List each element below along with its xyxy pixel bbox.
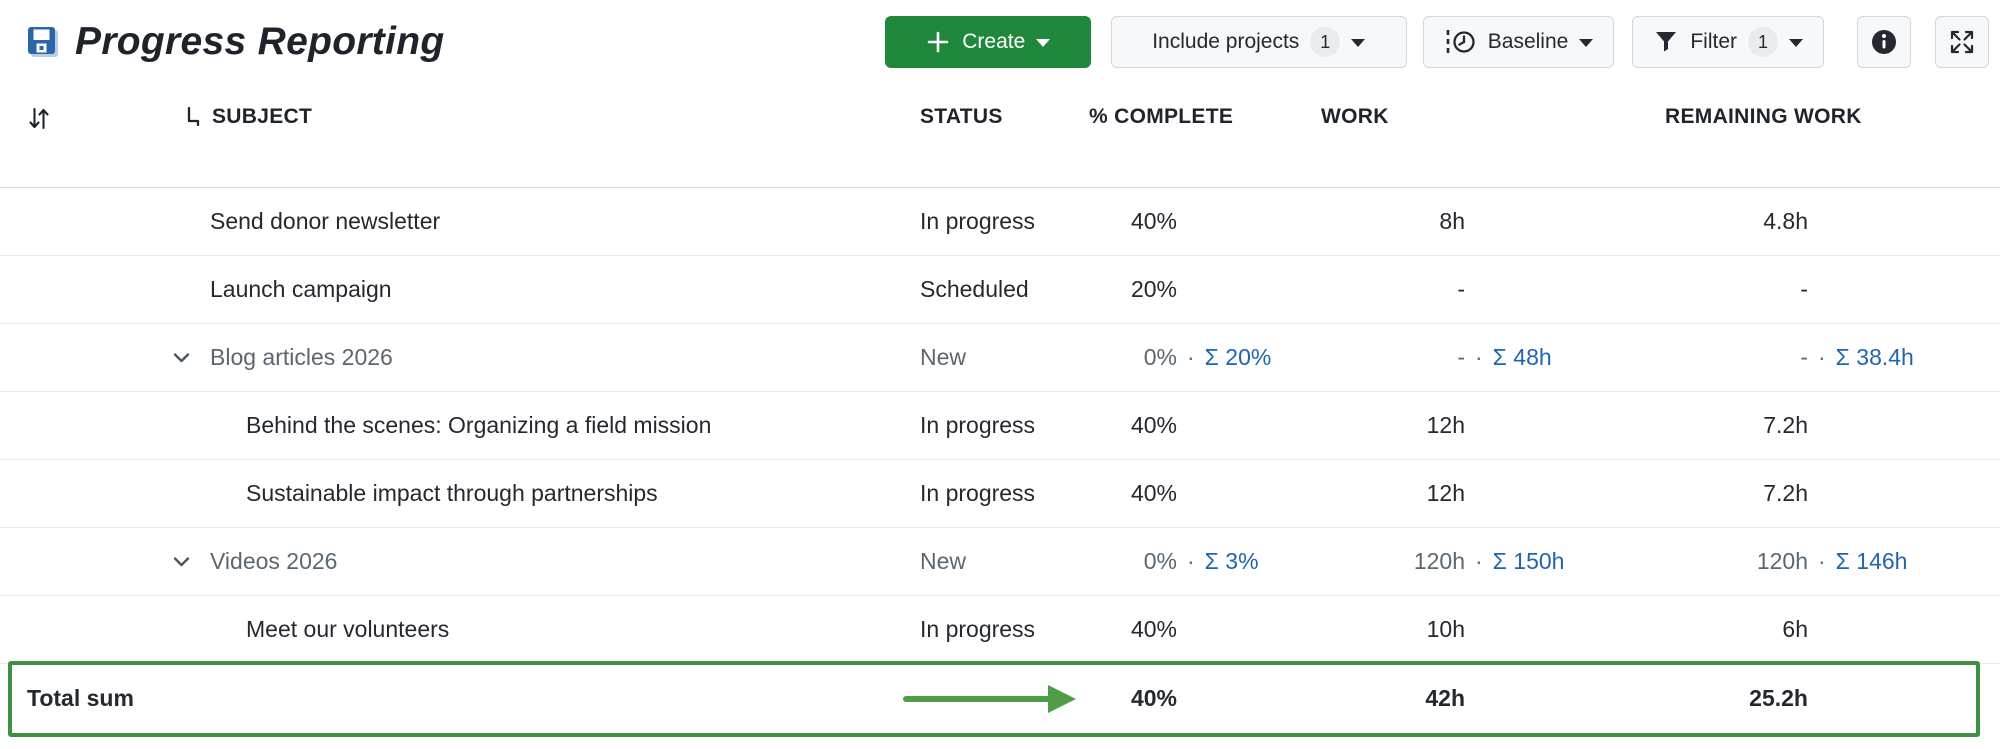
status-cell[interactable]: New [920, 344, 967, 370]
page-title[interactable]: Progress Reporting [75, 20, 445, 63]
subject-cell[interactable]: Sustainable impact through partnerships [246, 480, 658, 506]
subject-cell[interactable]: Videos 2026 [210, 548, 338, 574]
include-projects-count-badge: 1 [1310, 27, 1341, 57]
save-icon[interactable] [27, 26, 59, 58]
baseline-clock-icon [1444, 28, 1477, 56]
info-button[interactable] [1857, 16, 1911, 68]
complete-cell[interactable]: 40% [1130, 208, 1177, 234]
work-cell[interactable]: - [1457, 344, 1465, 370]
remaining-cell[interactable]: 4.8h [1763, 208, 1808, 234]
table-row: Send donor newsletter In progress 40% 8h… [0, 188, 2000, 256]
column-header-complete[interactable]: % COMPLETE [1089, 105, 1234, 128]
work-cell[interactable]: - [1457, 276, 1465, 302]
remaining-cell[interactable]: 6h [1782, 616, 1808, 642]
chevron-down-icon[interactable] [173, 556, 190, 567]
create-button[interactable]: Create [884, 16, 1091, 68]
work-cell[interactable]: 8h [1439, 208, 1465, 234]
sum-separator: · [1475, 548, 1483, 574]
total-sum-row: Total sum 40% 42h 25.2h [0, 664, 2000, 732]
remaining-cell[interactable]: 7.2h [1763, 412, 1808, 438]
status-cell[interactable]: In progress [920, 208, 1036, 234]
filter-button-label: Filter [1690, 30, 1737, 53]
column-header-work[interactable]: WORK [1321, 105, 1389, 128]
toolbar: Create Include projects 1 Baseline Filte… [884, 16, 1989, 68]
sum-separator: · [1818, 344, 1826, 370]
include-projects-label: Include projects [1152, 30, 1300, 53]
remaining-sum-link[interactable]: Σ 38.4h [1835, 344, 1914, 370]
dropdown-caret-icon [1351, 39, 1366, 47]
remaining-sum-link[interactable]: Σ 146h [1835, 548, 1908, 574]
status-cell[interactable]: In progress [920, 480, 1036, 506]
create-button-label: Create [962, 30, 1026, 53]
baseline-button[interactable]: Baseline [1422, 16, 1615, 68]
complete-cell[interactable]: 40% [1130, 412, 1177, 438]
filter-button[interactable]: Filter 1 [1632, 16, 1824, 68]
total-remaining-value: 25.2h [1749, 684, 1808, 711]
table-header-row: SUBJECT STATUS % COMPLETE WORK REMAINING… [0, 95, 2000, 188]
subject-cell[interactable]: Blog articles 2026 [210, 344, 393, 370]
work-sum-link[interactable]: Σ 48h [1492, 344, 1552, 370]
remaining-cell[interactable]: - [1800, 344, 1808, 370]
sum-separator: · [1818, 548, 1826, 574]
table-row: Meet our volunteers In progress 40% 10h … [0, 596, 2000, 664]
table-row: Blog articles 2026 New 0% · Σ 20% - · Σ 48h … [0, 324, 2000, 392]
dropdown-caret-icon [1579, 39, 1594, 47]
view-title-bar: Progress Reporting [27, 20, 444, 64]
complete-cell[interactable]: 20% [1130, 276, 1177, 302]
status-cell[interactable]: Scheduled [920, 276, 1029, 302]
status-cell[interactable]: In progress [920, 616, 1036, 642]
dropdown-caret-icon [1789, 39, 1803, 47]
work-cell[interactable]: 120h [1413, 548, 1465, 574]
remaining-cell[interactable]: 120h [1756, 548, 1808, 574]
sum-separator: · [1475, 344, 1483, 370]
total-sum-label: Total sum [27, 684, 134, 711]
remaining-cell[interactable]: 7.2h [1763, 480, 1808, 506]
total-complete-value: 40% [1130, 684, 1177, 711]
sum-separator: · [1187, 344, 1195, 370]
subject-cell[interactable]: Behind the scenes: Organizing a field mi… [246, 412, 712, 438]
expand-icon [1948, 28, 1976, 56]
table-row: Videos 2026 New 0% · Σ 3% 120h · Σ 150h 120h… [0, 528, 2000, 596]
chevron-down-icon[interactable] [173, 352, 190, 363]
work-cell[interactable]: 10h [1426, 616, 1465, 642]
work-sum-link[interactable]: Σ 150h [1492, 548, 1565, 574]
work-package-table: SUBJECT STATUS % COMPLETE WORK REMAINING… [0, 95, 2000, 732]
status-cell[interactable]: New [920, 548, 967, 574]
work-cell[interactable]: 12h [1426, 480, 1465, 506]
column-header-subject[interactable]: SUBJECT [212, 105, 313, 128]
table-row: Launch campaign Scheduled 20% - - [0, 256, 2000, 324]
complete-cell[interactable]: 0% [1143, 548, 1177, 574]
include-projects-button[interactable]: Include projects 1 [1110, 16, 1407, 68]
table-row: Behind the scenes: Organizing a field mi… [0, 392, 2000, 460]
complete-cell[interactable]: 40% [1130, 480, 1177, 506]
baseline-button-label: Baseline [1487, 30, 1569, 53]
column-header-status[interactable]: STATUS [920, 105, 1003, 128]
column-header-remaining-work[interactable]: REMAINING WORK [1665, 105, 1862, 128]
subject-cell[interactable]: Send donor newsletter [210, 208, 441, 234]
fullscreen-button[interactable] [1935, 16, 1989, 68]
complete-sum-link[interactable]: Σ 3% [1204, 548, 1259, 574]
complete-cell[interactable]: 0% [1143, 344, 1177, 370]
status-cell[interactable]: In progress [920, 412, 1036, 438]
sort-icon[interactable] [27, 105, 51, 132]
filter-count-badge: 1 [1748, 27, 1778, 57]
filter-funnel-icon [1653, 29, 1679, 55]
remaining-cell[interactable]: - [1800, 276, 1808, 302]
info-icon [1870, 28, 1898, 56]
plus-icon [925, 29, 951, 55]
table-row: Sustainable impact through partnerships … [0, 460, 2000, 528]
subject-cell[interactable]: Meet our volunteers [246, 616, 450, 642]
complete-sum-link[interactable]: Σ 20% [1204, 344, 1272, 370]
hierarchy-icon[interactable] [185, 105, 203, 129]
subject-cell[interactable]: Launch campaign [210, 276, 392, 302]
total-work-value: 42h [1425, 684, 1465, 711]
dropdown-caret-icon [1036, 39, 1051, 47]
complete-cell[interactable]: 40% [1130, 616, 1177, 642]
work-cell[interactable]: 12h [1426, 412, 1465, 438]
sum-separator: · [1187, 548, 1195, 574]
